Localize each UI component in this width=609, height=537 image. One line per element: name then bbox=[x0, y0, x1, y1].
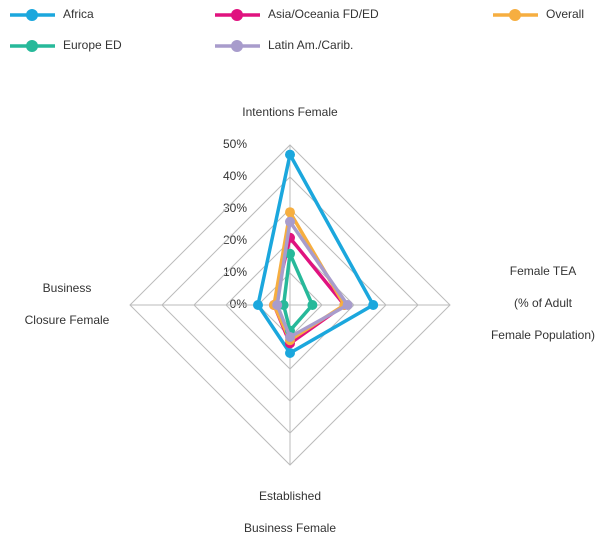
series-point bbox=[285, 207, 295, 218]
tick-label: 50% bbox=[223, 137, 247, 151]
series-point bbox=[368, 300, 379, 310]
legend-marker bbox=[26, 40, 38, 52]
axis-label: Business bbox=[43, 281, 92, 295]
tick-label: 40% bbox=[223, 169, 247, 183]
legend-label: Overall bbox=[546, 7, 584, 21]
axis-label: Business Female bbox=[244, 521, 336, 535]
series-point bbox=[253, 300, 263, 310]
axis-label: Closure Female bbox=[25, 313, 110, 327]
axis-label: Female TEA bbox=[510, 264, 576, 278]
axis-label: Female Population) bbox=[491, 328, 595, 342]
legend-label: Europe ED bbox=[63, 38, 122, 52]
axis-label: (% of Adult bbox=[514, 296, 573, 310]
series-point bbox=[307, 300, 318, 310]
axis-label: Established bbox=[259, 489, 321, 503]
legend-marker bbox=[509, 9, 521, 21]
legend-label: Latin Am./Carib. bbox=[268, 38, 353, 52]
legend-marker bbox=[26, 9, 38, 21]
series-point bbox=[285, 348, 295, 358]
legend-label: Africa bbox=[63, 7, 94, 21]
series-point bbox=[285, 216, 295, 227]
tick-label: 10% bbox=[223, 265, 247, 279]
axis-label: Intentions Female bbox=[242, 105, 338, 119]
tick-label: 0% bbox=[230, 297, 248, 311]
legend-marker bbox=[231, 40, 243, 52]
legend-marker bbox=[231, 9, 243, 21]
legend-label: Asia/Oceania FD/ED bbox=[268, 7, 379, 21]
series-point bbox=[342, 300, 353, 310]
series-point bbox=[285, 149, 295, 160]
tick-label: 30% bbox=[223, 201, 247, 215]
tick-label: 20% bbox=[223, 233, 247, 247]
series-point bbox=[285, 332, 295, 342]
series-point bbox=[272, 300, 283, 310]
series-point bbox=[285, 248, 295, 259]
